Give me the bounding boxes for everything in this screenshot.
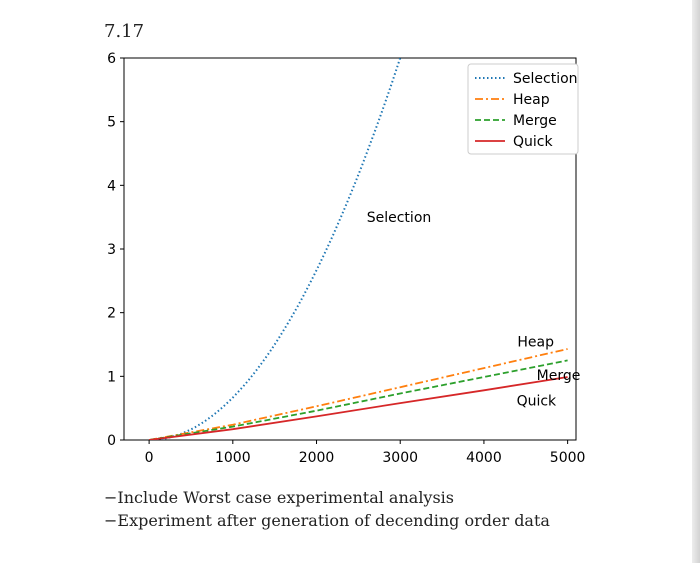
annotation-merge: Merge: [537, 368, 581, 384]
x-tick-label: 2000: [299, 450, 335, 466]
legend-label-merge: Merge: [513, 113, 557, 129]
legend-label-quick: Quick: [513, 134, 553, 150]
problem-number: 7.17: [104, 21, 145, 42]
annotation-quick: Quick: [517, 394, 557, 410]
series-line-merge: [148, 359, 568, 440]
note-line: −Include Worst case experimental analysi…: [104, 488, 455, 507]
x-tick-label: 1000: [215, 450, 251, 466]
page-edge: [692, 0, 700, 563]
notes: −Include Worst case experimental analysi…: [104, 486, 550, 532]
y-tick-label: 5: [107, 115, 116, 131]
y-tick-label: 1: [107, 369, 116, 385]
y-tick-label: 2: [107, 306, 116, 322]
x-tick-label: 4000: [466, 450, 502, 466]
y-tick-label: 3: [107, 242, 116, 258]
series-line-quick: [148, 376, 568, 440]
annotation-selection: Selection: [367, 210, 432, 226]
annotation-heap: Heap: [517, 334, 554, 350]
y-tick-label: 6: [107, 51, 116, 67]
legend: Selection Heap Merge Quick: [467, 63, 579, 155]
x-tick-label: 3000: [382, 450, 418, 466]
note-line: −Experiment after generation of decendin…: [104, 511, 550, 530]
legend-label-selection: Selection: [513, 71, 578, 87]
line-chart: 0 1000 2000 3000 4000 5000 0 1 2 3 4 5 6 Selection He…: [107, 51, 586, 466]
series-line-heap: [148, 348, 568, 440]
y-tick-label: 4: [107, 178, 116, 194]
x-tick-label: 5000: [550, 450, 586, 466]
x-tick-label: 0: [145, 450, 154, 466]
y-tick-label: 0: [107, 433, 116, 449]
legend-label-heap: Heap: [513, 92, 550, 108]
series-line-selection: [149, 58, 402, 440]
legend-box: [467, 63, 579, 155]
